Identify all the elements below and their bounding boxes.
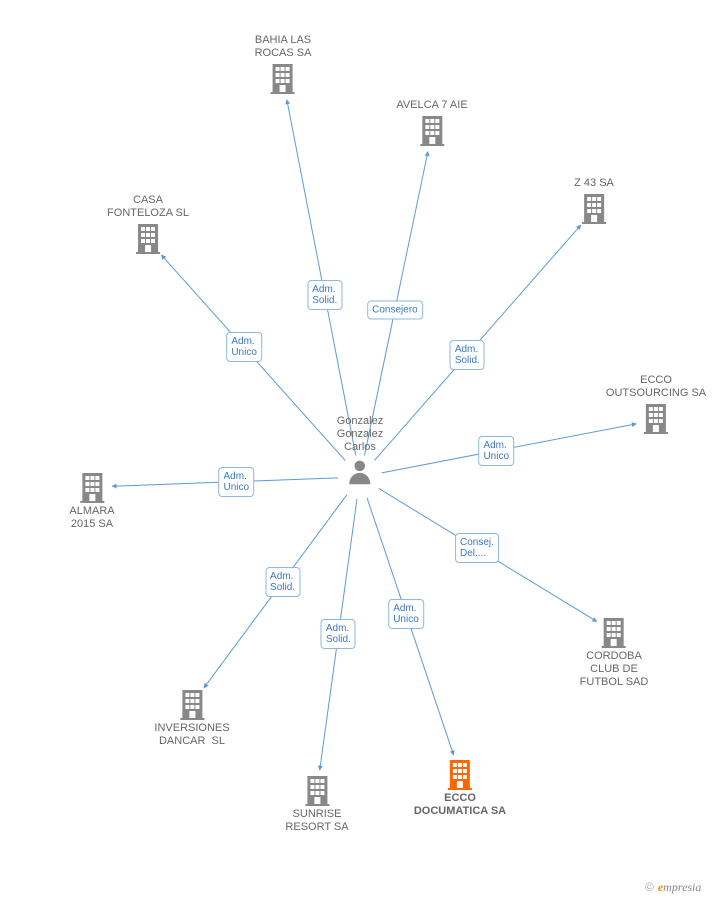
company-label: CORDOBA CLUB DE FUTBOL SAD [580,650,649,689]
copyright-symbol: © [645,880,654,894]
company-label: ECCO DOCUMATICA SA [414,792,506,818]
company-node: Z 43 SA [574,177,614,224]
edge-label: Consejero [367,300,423,319]
company-label: INVERSIONES DANCAR SL [154,722,229,748]
credit-text: mpresia [663,880,701,894]
edge-label: Consej. Del.... [455,533,499,563]
building-icon [76,471,108,503]
edge-label: Adm. Unico [226,332,262,362]
company-label: SUNRISE RESORT SA [285,808,348,834]
company-label: AVELCA 7 AIE [396,99,467,112]
edge-label: Adm. Unico [219,467,255,497]
company-label: ALMARA 2015 SA [69,505,114,531]
building-icon [578,192,610,224]
edge-label: Adm. Solid. [450,340,485,370]
building-icon [640,402,672,434]
company-node: INVERSIONES DANCAR SL [154,688,229,748]
company-node: CORDOBA CLUB DE FUTBOL SAD [580,616,649,689]
credit: ©empresia [645,880,701,895]
building-icon [301,774,333,806]
center-label: Gonzalez Gonzalez Carlos [337,415,383,454]
edge-label: Adm. Solid. [265,567,300,597]
diagram-stage: Gonzalez Gonzalez Carlos BAHIA LAS ROCAS… [0,0,728,905]
person-icon [346,458,374,486]
company-node: ECCO DOCUMATICA SA [414,758,506,818]
company-label: CASA FONTELOZA SL [107,194,189,220]
company-label: BAHIA LAS ROCAS SA [255,34,312,60]
edge-label: Adm. Unico [388,599,424,629]
edge-line [287,100,356,456]
company-node: BAHIA LAS ROCAS SA [255,34,312,94]
building-icon [176,688,208,720]
building-icon [598,616,630,648]
center-node: Gonzalez Gonzalez Carlos [337,415,383,486]
company-node: CASA FONTELOZA SL [107,194,189,254]
edge-label: Adm. Solid. [307,280,342,310]
edge-label: Adm. Unico [478,436,514,466]
building-icon [416,114,448,146]
edge-label: Adm. Solid. [321,619,356,649]
building-icon [132,222,164,254]
company-label: Z 43 SA [574,177,614,190]
company-node: SUNRISE RESORT SA [285,774,348,834]
company-label: ECCO OUTSOURCING SA [606,374,706,400]
building-icon [444,758,476,790]
company-node: AVELCA 7 AIE [396,99,467,146]
company-node: ALMARA 2015 SA [69,471,114,531]
building-icon [267,62,299,94]
company-node: ECCO OUTSOURCING SA [606,374,706,434]
